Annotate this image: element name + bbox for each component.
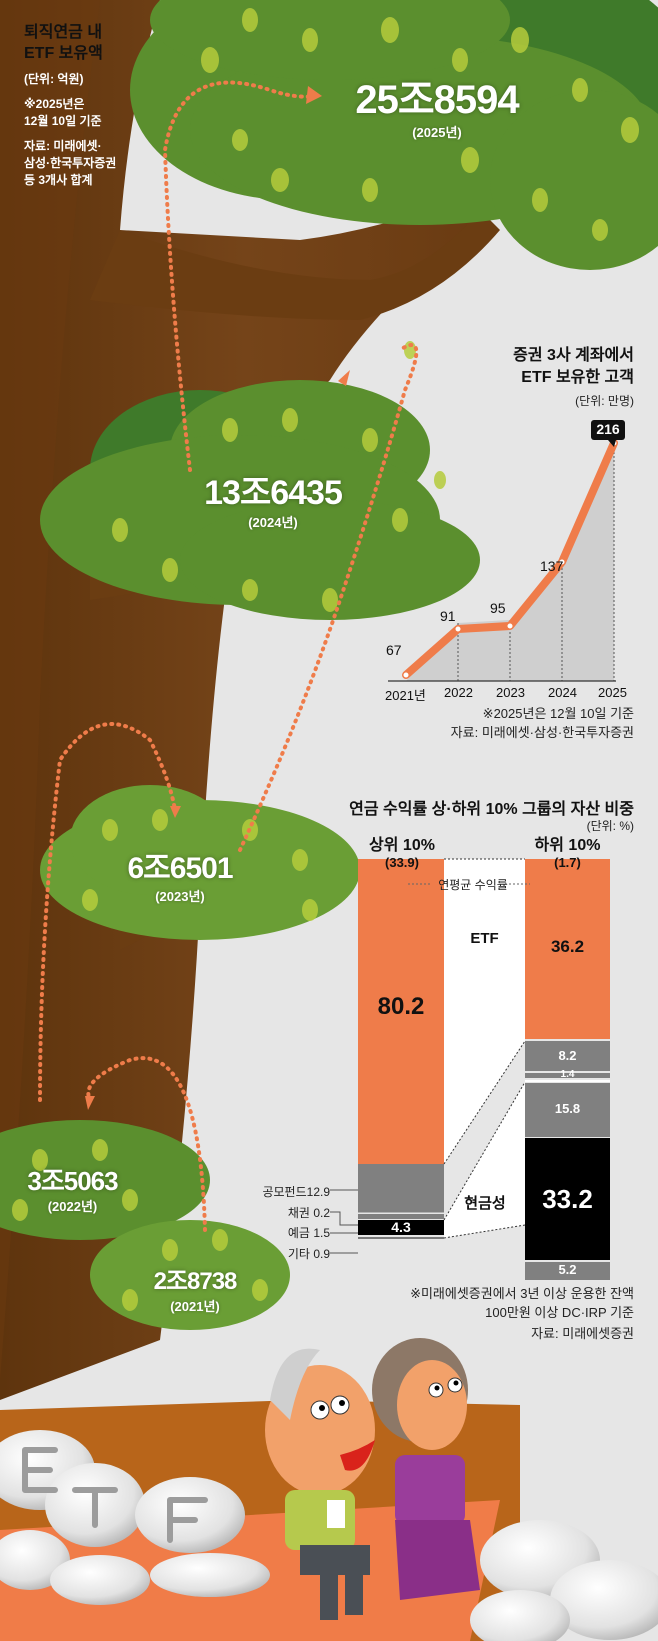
canopy-2022: [0, 1120, 210, 1240]
main-source-line2: 삼성·한국투자증권: [24, 156, 117, 170]
bar-chart-title: 연금 수익률 상·하위 10% 그룹의 자산 비중: [349, 801, 634, 818]
value-2022-amount: 3조5063: [27, 1166, 118, 1196]
bar-chart-source: 자료: 미래에셋증권: [531, 1326, 634, 1341]
top-etf-value: 80.2: [377, 993, 425, 1020]
side-label-bond-name: 채권: [287, 1205, 310, 1220]
stacked-bar-chart: [330, 858, 610, 1280]
side-label-deposit-value: 1.5: [313, 1226, 330, 1240]
line-chart-unit: (단위: 만명): [575, 394, 634, 408]
value-2025-year: (2025년): [412, 125, 462, 140]
value-2025: 25조8594 (2025년): [322, 78, 552, 141]
etf-label: ETF: [470, 930, 499, 947]
value-2023: 6조6501 (2023년): [100, 852, 260, 905]
value-2021-year: (2021년): [170, 1299, 220, 1314]
line-chart-header: 증권 3사 계좌에서 ETF 보유한 고객 (단위: 만명): [513, 345, 634, 409]
top-group-header: 상위 10% (33.9): [362, 831, 442, 870]
bar-chart-footnote: ※미래에셋증권에서 3년 이상 운용한 잔액 100만원 이상 DC·IRP 기…: [410, 1284, 634, 1343]
x-label-2022: 2022: [444, 685, 473, 700]
side-label-other-name: 기타: [287, 1246, 310, 1261]
side-label-fund-name: 공모펀드: [262, 1185, 307, 1199]
x-label-2023: 2023: [496, 685, 525, 700]
bottom-cash-value: 33.2: [542, 1184, 593, 1214]
main-title-line2: ETF 보유액: [24, 45, 103, 62]
point-label-2024: 137: [540, 558, 564, 574]
elderly-man: [265, 1348, 375, 1620]
canopy-2025: [130, 0, 658, 270]
bar-chart-note-line2: 100만원 이상 DC·IRP 기준: [485, 1305, 634, 1320]
top-group-label: 상위 10%: [369, 837, 435, 854]
bottom-group-header: 하위 10% (1.7): [525, 831, 610, 870]
x-label-2021: 2021년: [385, 688, 426, 703]
bar-chart-note-line1: ※미래에셋증권에서 3년 이상 운용한 잔액: [410, 1286, 634, 1301]
bar-chart-unit: (단위: %): [586, 819, 634, 833]
line-chart-footnote: ※2025년은 12월 10일 기준 자료: 미래에셋·삼성·한국투자증권: [451, 704, 634, 742]
point-label-2022: 91: [440, 608, 456, 624]
side-label-fund: 공모펀드12.9: [250, 1182, 330, 1203]
side-labels: 공모펀드12.9 채권 0.2 예금 1.5 기타 0.9: [250, 1182, 330, 1264]
elderly-woman: [372, 1338, 480, 1600]
return-label: 연평균 수익률: [438, 878, 508, 892]
canopy-2023: [40, 785, 360, 940]
tree-trunk: [0, 0, 490, 1400]
bottom-other-value: 5.2: [558, 1262, 577, 1277]
side-label-bond: 채권 0.2: [250, 1203, 330, 1224]
line-chart-source: 자료: 미래에셋·삼성·한국투자증권: [450, 725, 634, 740]
bottom-etf-value: 36.2: [550, 937, 585, 956]
top-group-return: (33.9): [385, 855, 419, 870]
side-label-other: 기타 0.9: [250, 1244, 330, 1265]
etf-stone-letters: [22, 1447, 208, 1543]
main-source-line3: 등 3개사 합계: [24, 173, 93, 187]
side-label-bond-value: 0.2: [313, 1205, 330, 1220]
point-label-2021: 67: [386, 642, 402, 658]
main-panel: 퇴직연금 내 ETF 보유액 (단위: 억원) ※2025년은 12월 10일 …: [24, 22, 174, 188]
line-chart: [388, 420, 625, 682]
main-unit: (단위: 억원): [24, 72, 84, 86]
bottom-group-return: (1.7): [554, 855, 581, 870]
line-chart-highlight: 216: [596, 421, 620, 437]
bench-scene: [0, 1338, 658, 1641]
value-2021-amount: 2조8738: [153, 1268, 238, 1295]
bottom-group-label: 하위 10%: [534, 837, 601, 854]
canopy-2024: [40, 341, 480, 620]
line-chart-note: ※2025년은 12월 10일 기준: [482, 706, 634, 721]
top-other-value: 4.3: [391, 1219, 411, 1235]
main-title-line1: 퇴직연금 내: [24, 24, 103, 41]
value-2024-amount: 13조6435: [204, 474, 343, 512]
side-label-fund-value: 12.9: [306, 1185, 330, 1199]
side-label-other-value: 0.9: [313, 1246, 330, 1261]
line-chart-title-line1: 증권 3사 계좌에서: [513, 347, 634, 364]
bottom-fund-value: 8.2: [558, 1048, 577, 1063]
value-2025-amount: 25조8594: [355, 78, 519, 122]
side-label-deposit-name: 예금: [287, 1226, 310, 1240]
canopy-2021: [90, 1220, 290, 1330]
main-note-line2: 12월 10일 기준: [24, 114, 102, 128]
side-label-deposit: 예금 1.5: [250, 1223, 330, 1244]
value-2023-amount: 6조6501: [127, 852, 233, 885]
line-chart-title-line2: ETF 보유한 고객: [521, 369, 634, 386]
bottom-deposit-value: 15.8: [554, 1101, 581, 1116]
x-label-2025: 2025: [598, 685, 627, 700]
x-label-2024: 2024: [548, 685, 577, 700]
value-2022-year: (2022년): [47, 1199, 98, 1214]
value-2024: 13조6435 (2024년): [168, 474, 378, 531]
value-2024-year: (2024년): [248, 515, 298, 530]
point-label-2023: 95: [490, 600, 506, 616]
cash-label: 현금성: [464, 1195, 506, 1212]
bottom-bond-value: 1.4: [560, 1069, 575, 1080]
value-2022: 3조5063 (2022년): [0, 1166, 145, 1215]
value-2023-year: (2023년): [155, 889, 205, 904]
value-2021: 2조8738 (2021년): [130, 1268, 260, 1315]
main-note-line1: ※2025년은: [24, 97, 85, 111]
main-source-line1: 자료: 미래에셋·: [24, 139, 102, 153]
